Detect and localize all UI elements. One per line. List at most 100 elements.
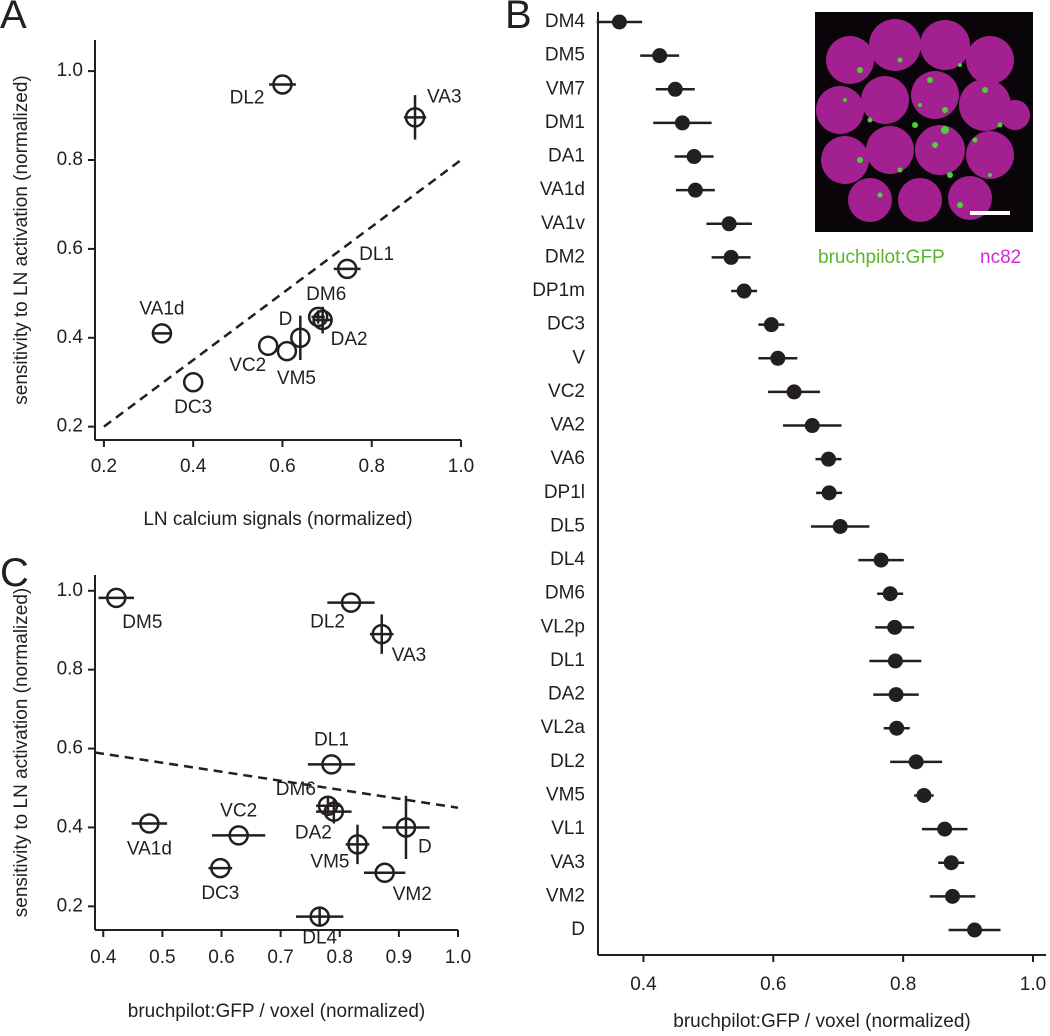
category-label: DP1m (532, 280, 585, 301)
dot (937, 821, 953, 837)
reference-line (94, 751, 459, 809)
dot (888, 687, 904, 703)
point (336, 258, 358, 280)
point-label: VM2 (393, 884, 432, 905)
panel-label: B (505, 0, 532, 37)
x-tick-label: 0.8 (327, 947, 353, 968)
dot (967, 922, 983, 938)
dot (873, 552, 889, 568)
dot (821, 485, 837, 501)
dot (908, 754, 924, 770)
point-label: VA1d (127, 839, 172, 860)
dot (887, 653, 903, 669)
dot (721, 216, 737, 232)
category-label: DM2 (545, 246, 585, 267)
category-label: VL2a (541, 717, 586, 738)
dot (820, 451, 836, 467)
point-label: DA2 (295, 823, 332, 844)
x-tick-label: 1.0 (445, 947, 471, 968)
category-label: DA2 (548, 684, 585, 705)
point-label: VA3 (392, 645, 427, 666)
point (317, 795, 339, 816)
dot (889, 720, 905, 736)
panel-label: C (0, 551, 29, 595)
x-tick-label: 0.6 (208, 947, 234, 968)
point (347, 834, 368, 855)
point (309, 906, 330, 927)
point (371, 623, 392, 645)
dot (763, 317, 779, 333)
category-label: VA1v (541, 213, 586, 234)
point (395, 817, 417, 838)
y-axis-label: sensitivity to LN activation (normalized… (11, 588, 32, 917)
category-label: DP1l (544, 482, 585, 503)
x-tick-label: 0.7 (267, 947, 293, 968)
point-label: D (418, 836, 432, 857)
point (257, 335, 279, 357)
dot (882, 586, 898, 602)
dot (916, 787, 932, 803)
point-label: DM6 (276, 779, 316, 800)
point-label: DM6 (306, 284, 346, 305)
point (276, 340, 298, 362)
dot (686, 149, 702, 165)
category-label: VA3 (550, 852, 585, 873)
point-label: VA1d (139, 298, 184, 319)
category-label: VA2 (550, 415, 585, 436)
point (272, 74, 293, 95)
x-tick-label: 1.0 (1020, 974, 1046, 995)
x-tick-label: 0.6 (760, 974, 786, 995)
x-tick-label: 0.4 (90, 947, 117, 968)
y-tick-label: 0.4 (57, 327, 84, 348)
x-axis-label: LN calcium signals (normalized) (143, 509, 412, 530)
point (323, 801, 345, 822)
point-label: VM5 (277, 368, 316, 389)
point (106, 587, 127, 609)
category-label: DL1 (550, 650, 585, 671)
point-label: DL2 (230, 87, 265, 108)
y-tick-label: 0.8 (57, 659, 83, 680)
x-tick-label: 0.4 (180, 456, 207, 477)
dot (611, 14, 627, 30)
point (182, 371, 204, 393)
point-label: DC3 (174, 397, 212, 418)
y-tick-label: 0.6 (57, 738, 83, 759)
point (321, 754, 342, 775)
dot (723, 249, 739, 265)
dot (804, 418, 820, 434)
category-label: DM1 (545, 112, 585, 133)
category-label: DC3 (547, 314, 585, 335)
category-label: VA6 (550, 448, 585, 469)
point-label: DL1 (314, 729, 349, 750)
category-label: DA1 (548, 146, 585, 167)
y-tick-label: 0.8 (57, 149, 83, 170)
category-label: DL5 (550, 515, 585, 536)
point (307, 306, 329, 328)
x-tick-label: 0.9 (386, 947, 412, 968)
point (151, 323, 173, 344)
dot (674, 115, 690, 131)
panel-label: A (0, 0, 27, 37)
x-tick-label: 0.2 (91, 456, 117, 477)
x-tick-label: 0.8 (359, 456, 385, 477)
y-tick-label: 0.2 (57, 895, 83, 916)
point (139, 813, 160, 834)
dot (652, 48, 668, 64)
dot (770, 350, 786, 366)
point-label: DM5 (122, 612, 162, 633)
inset-label: bruchpilot:GFP (818, 247, 945, 268)
y-tick-label: 0.6 (57, 238, 83, 259)
category-label: VM2 (546, 885, 585, 906)
point-label: VA3 (427, 86, 462, 107)
point-label: D (279, 309, 293, 330)
point-label: VM5 (310, 851, 349, 872)
inset-image (815, 12, 1033, 232)
point (290, 327, 311, 349)
y-tick-label: 1.0 (57, 60, 83, 81)
y-axis-label: sensitivity to LN activation (normalized… (11, 75, 32, 404)
inset-label: nc82 (980, 247, 1021, 268)
dot (943, 855, 959, 871)
point (374, 862, 395, 884)
x-axis-label: bruchpilot:GFP / voxel (normalized) (128, 1001, 425, 1022)
